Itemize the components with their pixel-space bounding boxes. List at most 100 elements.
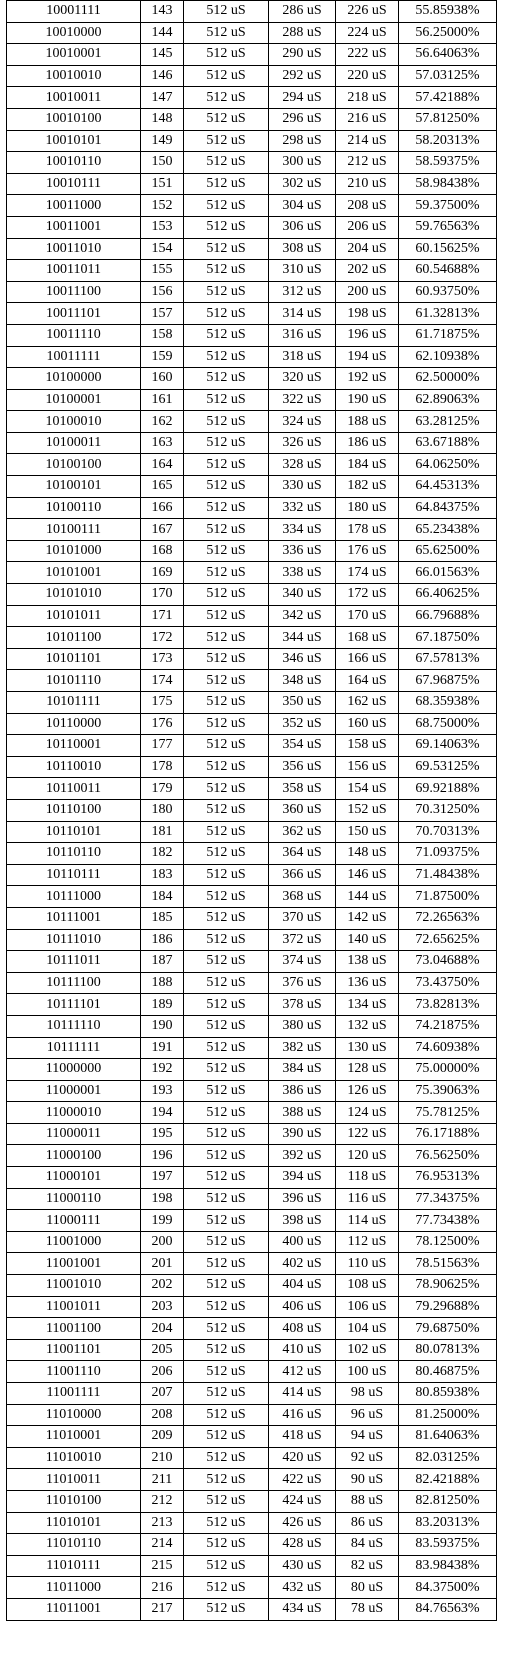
off-time-cell: 218 uS (335, 86, 399, 109)
on-time-cell: 404 uS (268, 1274, 336, 1297)
decimal-value-cell: 159 (140, 345, 184, 369)
binary-value-cell: 11000110 (6, 1187, 141, 1211)
on-time-cell: 316 uS (268, 323, 336, 347)
off-time-cell: 138 uS (335, 950, 399, 973)
duty-cycle-cell: 64.45313% (398, 475, 497, 498)
decimal-value-cell: 164 (140, 453, 184, 477)
binary-value-cell: 10010011 (6, 86, 141, 109)
off-time-cell: 206 uS (335, 215, 399, 239)
off-time-cell: 184 uS (335, 453, 399, 477)
table-row: 11010011 211 512 uS 422 uS 90 uS 82.42188% (6, 1468, 497, 1491)
period-cell: 512 uS (183, 388, 269, 412)
off-time-cell: 126 uS (335, 1079, 399, 1103)
binary-value-cell: 10010010 (6, 64, 141, 88)
off-time-cell: 158 uS (335, 734, 399, 757)
off-time-cell: 182 uS (335, 475, 399, 498)
decimal-value-cell: 158 (140, 323, 184, 347)
off-time-cell: 130 uS (335, 1036, 399, 1060)
binary-value-cell: 10110001 (6, 734, 141, 757)
decimal-value-cell: 197 (140, 1166, 184, 1189)
off-time-cell: 82 uS (335, 1554, 399, 1578)
period-cell: 512 uS (183, 1446, 269, 1470)
binary-value-cell: 10101100 (6, 626, 141, 649)
decimal-value-cell: 216 (140, 1576, 184, 1599)
on-time-cell: 434 uS (268, 1597, 336, 1621)
binary-value-cell: 11010011 (6, 1468, 141, 1491)
binary-value-cell: 10101011 (6, 604, 141, 628)
table-row: 10010010 146 512 uS 292 uS 220 uS 57.03125% (6, 64, 497, 88)
off-time-cell: 90 uS (335, 1468, 399, 1491)
duty-cycle-cell: 61.71875% (398, 323, 497, 347)
decimal-value-cell: 156 (140, 280, 184, 304)
duty-cycle-cell: 66.40625% (398, 583, 497, 606)
duty-cycle-cell: 80.85938% (398, 1382, 497, 1405)
on-time-cell: 418 uS (268, 1425, 336, 1448)
table-row: 10011110 158 512 uS 316 uS 196 uS 61.71875% (6, 323, 497, 347)
off-time-cell: 96 uS (335, 1403, 399, 1427)
period-cell: 512 uS (183, 647, 269, 671)
on-time-cell: 416 uS (268, 1403, 336, 1427)
duty-cycle-cell: 65.23438% (398, 518, 497, 541)
binary-value-cell: 11010100 (6, 1489, 141, 1513)
table-row: 10101011 171 512 uS 342 uS 170 uS 66.79688% (6, 604, 497, 628)
off-time-cell: 166 uS (335, 647, 399, 671)
binary-value-cell: 11010111 (6, 1554, 141, 1578)
decimal-value-cell: 167 (140, 518, 184, 541)
on-time-cell: 392 uS (268, 1144, 336, 1168)
period-cell: 512 uS (183, 885, 269, 908)
decimal-value-cell: 172 (140, 626, 184, 649)
off-time-cell: 188 uS (335, 410, 399, 433)
period-cell: 512 uS (183, 410, 269, 433)
period-cell: 512 uS (183, 1058, 269, 1081)
table-row: 11000101 197 512 uS 394 uS 118 uS 76.95313% (6, 1166, 497, 1189)
off-time-cell: 94 uS (335, 1425, 399, 1448)
table-row: 10101101 173 512 uS 346 uS 166 uS 67.57813% (6, 647, 497, 671)
binary-value-cell: 10011001 (6, 215, 141, 239)
binary-value-cell: 11000010 (6, 1101, 141, 1124)
duty-cycle-cell: 62.50000% (398, 367, 497, 390)
duty-cycle-cell: 78.90625% (398, 1274, 497, 1297)
binary-value-cell: 10110010 (6, 755, 141, 779)
on-time-cell: 308 uS (268, 237, 336, 261)
off-time-cell: 202 uS (335, 259, 399, 282)
off-time-cell: 216 uS (335, 107, 399, 131)
duty-cycle-cell: 84.76563% (398, 1597, 497, 1621)
table-row: 10110010 178 512 uS 356 uS 156 uS 69.53125% (6, 755, 497, 779)
table-row: 11001100 204 512 uS 408 uS 104 uS 79.68750% (6, 1317, 497, 1340)
duty-cycle-cell: 73.04688% (398, 950, 497, 973)
table-row: 10011101 157 512 uS 314 uS 198 uS 61.32813% (6, 302, 497, 325)
binary-value-cell: 10011100 (6, 280, 141, 304)
decimal-value-cell: 182 (140, 842, 184, 865)
table-row: 10100001 161 512 uS 322 uS 190 uS 62.89063% (6, 388, 497, 412)
decimal-value-cell: 210 (140, 1446, 184, 1470)
table-row: 10111010 186 512 uS 372 uS 140 uS 72.65625% (6, 928, 497, 952)
off-time-cell: 134 uS (335, 993, 399, 1016)
duty-cycle-cell: 60.54688% (398, 259, 497, 282)
binary-value-cell: 10100010 (6, 410, 141, 433)
duty-cycle-cell: 78.51563% (398, 1252, 497, 1276)
decimal-value-cell: 178 (140, 755, 184, 779)
on-time-cell: 368 uS (268, 885, 336, 908)
binary-value-cell: 11000111 (6, 1209, 141, 1232)
on-time-cell: 332 uS (268, 496, 336, 520)
table-row: 11001101 205 512 uS 410 uS 102 uS 80.07813% (6, 1338, 497, 1362)
duty-cycle-cell: 73.82813% (398, 993, 497, 1016)
on-time-cell: 334 uS (268, 518, 336, 541)
table-row: 10111011 187 512 uS 374 uS 138 uS 73.04688% (6, 950, 497, 973)
duty-cycle-cell: 81.25000% (398, 1403, 497, 1427)
binary-value-cell: 11010110 (6, 1533, 141, 1556)
on-time-cell: 376 uS (268, 971, 336, 995)
period-cell: 512 uS (183, 194, 269, 217)
table-row: 10110110 182 512 uS 364 uS 148 uS 71.09375% (6, 842, 497, 865)
on-time-cell: 424 uS (268, 1489, 336, 1513)
binary-value-cell: 10001111 (6, 0, 141, 23)
on-time-cell: 324 uS (268, 410, 336, 433)
duty-cycle-cell: 75.78125% (398, 1101, 497, 1124)
off-time-cell: 104 uS (335, 1317, 399, 1340)
period-cell: 512 uS (183, 1144, 269, 1168)
table-row: 10100111 167 512 uS 334 uS 178 uS 65.23438% (6, 518, 497, 541)
binary-value-cell: 11000011 (6, 1122, 141, 1146)
duty-cycle-cell: 62.89063% (398, 388, 497, 412)
duty-cycle-cell: 76.17188% (398, 1122, 497, 1146)
decimal-value-cell: 163 (140, 431, 184, 455)
